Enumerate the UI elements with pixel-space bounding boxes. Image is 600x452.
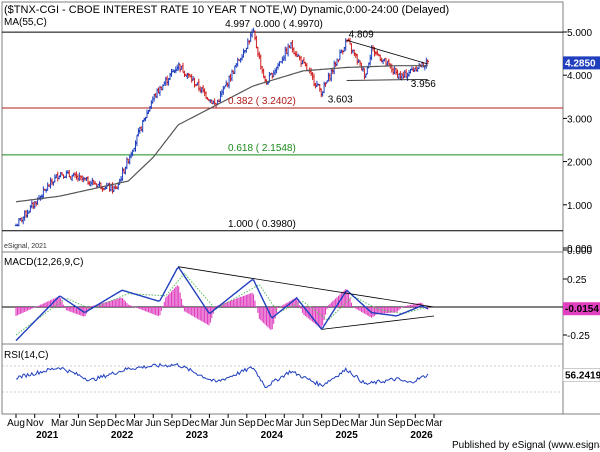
- x-tick-month-label: Jun: [220, 418, 236, 429]
- fibonacci-lines: [2, 31, 563, 232]
- x-tick-year-label: 2021: [36, 430, 59, 441]
- trendlines: [178, 39, 435, 330]
- rsi-badge: [562, 368, 600, 382]
- y-axis-ticks: 0.0001.0002.0003.0004.0005.0000.0000.25-…: [563, 28, 592, 342]
- x-tick-month-label: Mar: [351, 418, 369, 429]
- y-tick-label: 5.000: [567, 28, 592, 39]
- x-tick-month-label: Dec: [107, 418, 125, 429]
- x-tick-month-label: Sep: [313, 418, 331, 429]
- rsi-badge-value: 56.2419: [565, 370, 600, 381]
- y-tick-label: 1.000: [567, 201, 592, 212]
- macd-line: [15, 266, 429, 342]
- x-tick-month-label: Sep: [88, 418, 106, 429]
- x-tick-month-label: Dec: [332, 418, 350, 429]
- macd-trendline-upper: [178, 266, 435, 308]
- macd-signal-line: [15, 272, 428, 336]
- y-tick-label: 4.000: [567, 71, 592, 82]
- y-tick-label: 0.25: [567, 275, 587, 286]
- x-tick-month-label: Jun: [145, 418, 161, 429]
- x-tick-month-label: Jun: [70, 418, 86, 429]
- price-trendline-upper: [346, 39, 428, 65]
- footer-credit: Published by eSignal (www.esignal.com): [452, 440, 600, 451]
- annotation-fib-0: 0.000 ( 4.9970): [255, 19, 323, 30]
- x-tick-month-label: Mar: [425, 418, 443, 429]
- x-tick-year-label: 2023: [186, 430, 209, 441]
- annotation-low-2024: 3.603: [328, 94, 353, 105]
- price-trendline-lower: [346, 79, 428, 81]
- annotation-recent-low: 3.956: [411, 79, 436, 90]
- x-tick-month-label: Dec: [182, 418, 200, 429]
- macd-trendline-lower: [321, 315, 435, 330]
- x-tick-month-label: Jun: [370, 418, 386, 429]
- ma-55-line: [15, 65, 428, 203]
- x-tick-month-label: Dec: [406, 418, 424, 429]
- x-tick-month-label: Dec: [257, 418, 275, 429]
- price-bars: [14, 27, 429, 227]
- y-tick-label: -0.25: [567, 331, 590, 342]
- x-tick-month-label: Sep: [238, 418, 256, 429]
- y-tick-label: 2.000: [567, 158, 592, 169]
- annotation-fib-100: 1.000 ( 0.3980): [228, 219, 296, 230]
- x-tick-month-label: Mar: [126, 418, 144, 429]
- rsi-line: [15, 362, 429, 389]
- x-tick-year-label: 2026: [410, 430, 433, 441]
- annotation-peak: 4.997: [225, 19, 250, 30]
- x-tick-year-label: 2025: [336, 430, 359, 441]
- annotation-fib-382: 0.382 ( 3.2402): [228, 96, 296, 107]
- x-tick-month-label: Mar: [201, 418, 219, 429]
- price-badge-value: 4.2850: [565, 58, 596, 69]
- x-tick-month-label: Mar: [51, 418, 69, 429]
- macd-badge: [563, 302, 600, 316]
- annotation-fib-618: 0.618 ( 2.1548): [228, 143, 296, 154]
- macd-histogram: [15, 285, 429, 330]
- y-tick-label: 0.000: [567, 244, 592, 255]
- ma-label: MA(55,C): [4, 17, 47, 28]
- x-tick-year-label: 2024: [261, 430, 284, 441]
- watermark: eSignal, 2021: [4, 243, 47, 250]
- x-tick-year-label: 2022: [111, 430, 134, 441]
- x-tick-month-label: Sep: [163, 418, 181, 429]
- x-tick-month-label: Mar: [276, 418, 294, 429]
- x-axis-ticks: Aug Nov Mar Jun Sep Dec Mar Jun Sep Dec Mar Jun Sep D…: [7, 414, 443, 441]
- chart-title: ($TNX-CGI - CBOE INTEREST RATE 10 YEAR T…: [4, 4, 449, 16]
- y-tick-label: 3.000: [567, 114, 592, 125]
- x-tick-month-label: Aug: [7, 418, 25, 429]
- price-badge: [563, 56, 600, 70]
- x-tick-month-label: Jun: [295, 418, 311, 429]
- annotation-high-2025: 4.809: [349, 29, 374, 40]
- macd-badge-value: -0.0154: [565, 304, 599, 315]
- x-tick-month-label: Sep: [388, 418, 406, 429]
- rsi-pane-label: RSI(14,C): [4, 350, 48, 361]
- y-tick-label: 0.000: [567, 246, 592, 257]
- x-tick-month-label: Nov: [26, 418, 44, 429]
- macd-pane-label: MACD(12,26,9,C): [4, 257, 83, 268]
